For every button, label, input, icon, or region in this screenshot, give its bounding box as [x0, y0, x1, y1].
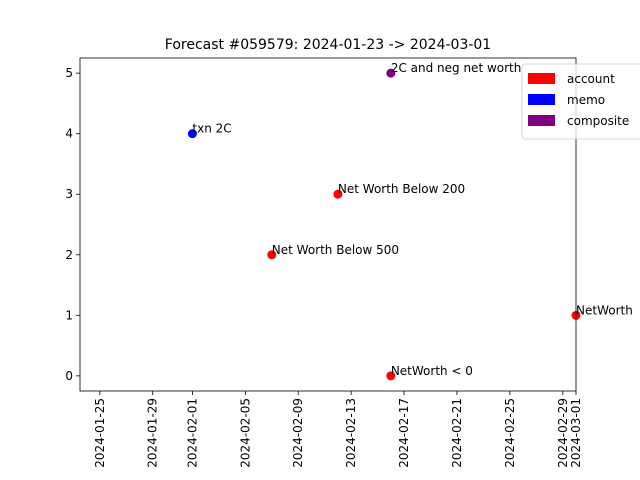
- y-tick-label: 4: [65, 127, 73, 141]
- data-point: [386, 371, 396, 381]
- x-tick-label: 2024-02-05: [238, 398, 252, 468]
- point-label: 2C and neg net worth: [391, 61, 522, 75]
- x-tick-label: 2024-02-13: [344, 398, 358, 468]
- data-point: [267, 250, 277, 260]
- x-tick-label: 2024-01-29: [146, 398, 160, 468]
- y-tick-label: 0: [65, 369, 73, 383]
- y-tick-label: 1: [65, 308, 73, 322]
- y-tick-label: 2: [65, 248, 73, 262]
- y-tick-label: 3: [65, 187, 73, 201]
- x-tick-label: 2024-02-09: [291, 398, 305, 468]
- axes: 0 1 2 3 4 5 2024-01-25 2024-01-29 2024-02-01 2024…: [65, 57, 583, 468]
- x-tick-label: 2024-02-25: [503, 398, 517, 468]
- legend: account memo composite: [521, 63, 640, 140]
- x-tick-label: 2024-02-01: [185, 398, 199, 468]
- chart-title: Forecast #059579: 2024-01-23 -> 2024-03-…: [165, 37, 491, 53]
- point-label: Net Worth Below 500: [272, 243, 399, 257]
- x-tick-label: 2024-02-21: [450, 398, 464, 468]
- point-label: txn 2C: [192, 122, 231, 136]
- point-label: Net Worth Below 200: [338, 182, 465, 196]
- legend-swatch: [528, 115, 555, 126]
- axes-frame: [79, 57, 577, 392]
- plot-area: txn 2C Net Worth Below 500 Net Worth Below…: [187, 61, 633, 381]
- legend-swatch: [528, 73, 555, 84]
- y-tick-label: 5: [65, 66, 73, 80]
- data-point: [187, 129, 197, 139]
- legend-label: composite: [567, 114, 629, 128]
- x-tick-label: 2024-01-25: [93, 398, 107, 468]
- legend-label: memo: [567, 93, 605, 107]
- x-tick-label: 2024-03-01: [569, 398, 583, 468]
- x-tick-label: 2024-02-17: [397, 398, 411, 468]
- point-label: NetWorth: [576, 303, 633, 317]
- point-label: NetWorth < 0: [391, 364, 473, 378]
- legend-swatch: [528, 94, 555, 105]
- data-point: [386, 68, 396, 78]
- x-tick-label: 2024-02-29: [556, 398, 570, 468]
- data-point: [333, 189, 343, 199]
- legend-label: account: [567, 72, 615, 86]
